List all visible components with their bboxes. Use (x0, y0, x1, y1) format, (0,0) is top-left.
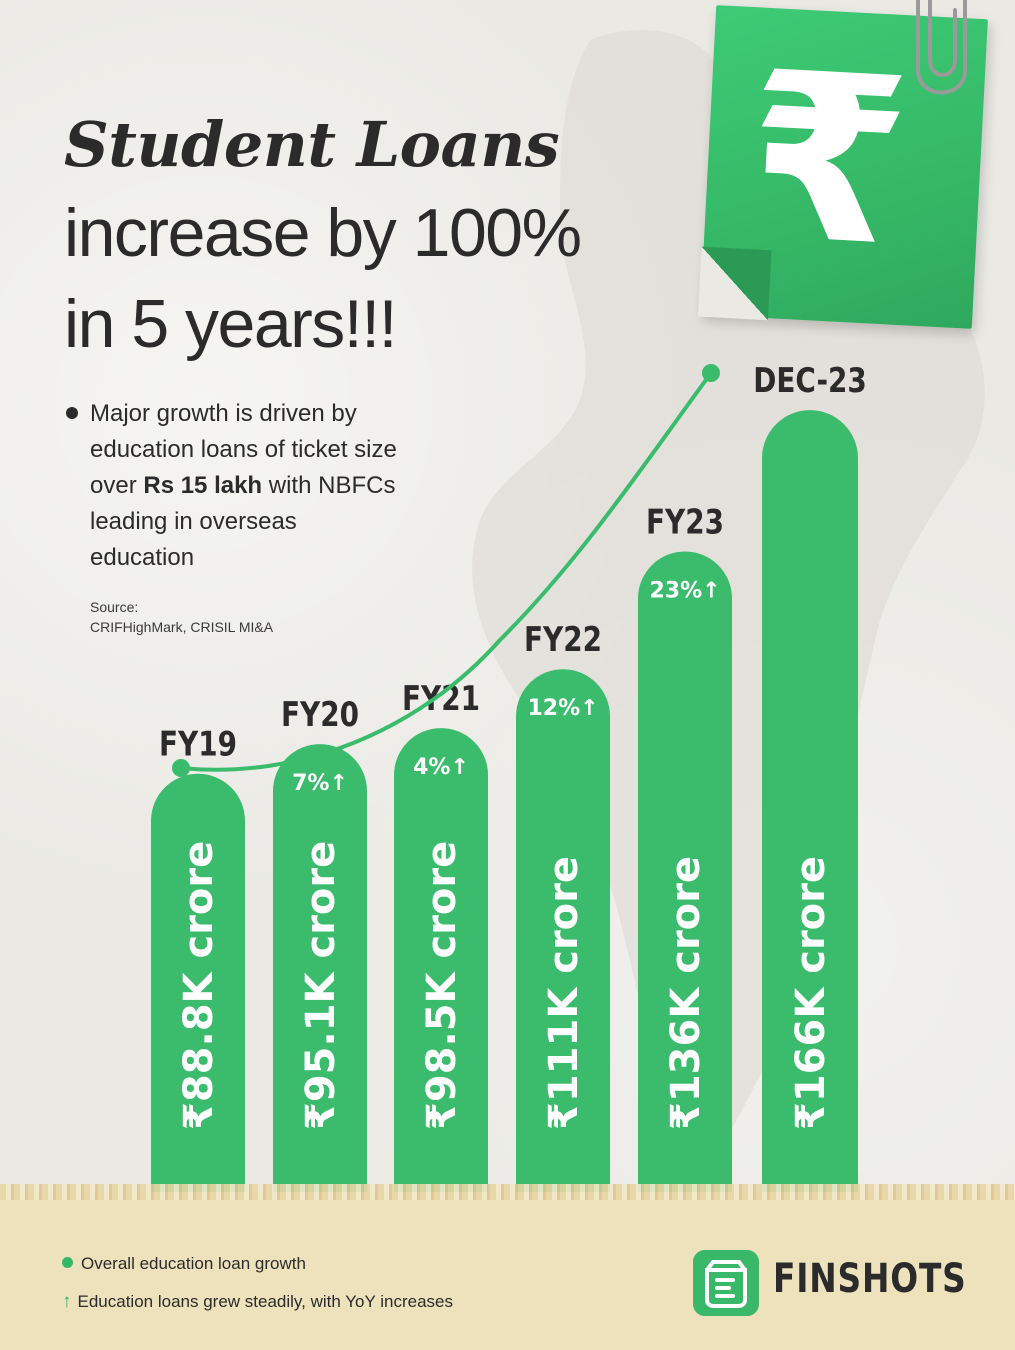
category-label: FY23 (646, 503, 724, 542)
category-label: FY22 (524, 621, 602, 660)
title-line-2: increase by 100% (64, 195, 582, 271)
value-label: ₹95.1K crore (298, 841, 344, 1130)
category-label: FY20 (281, 695, 359, 734)
trend-line-endpoint (702, 364, 720, 382)
category-label: DEC-23 (753, 362, 867, 401)
value-label: ₹88.8K crore (176, 841, 222, 1130)
description-text-end: with NBFCs leading in overseas education (90, 472, 396, 571)
category-label: FY19 (159, 725, 237, 764)
bar-fy22 (516, 669, 610, 1192)
bar-fy21 (394, 728, 488, 1192)
bar-fy19 (151, 773, 245, 1192)
trend-line (179, 371, 713, 772)
title-line-1: Student Loans (64, 108, 560, 181)
source: Source: CRIFHighMark, CRISIL MI&A (90, 597, 273, 637)
legend-trend: Overall education loan growth (62, 1254, 306, 1274)
value-label: ₹136K crore (663, 856, 709, 1130)
yoy-label: 23%↑ (649, 578, 720, 603)
yoy-label: 12%↑ (527, 696, 598, 721)
yoy-label: 7%↑ (292, 771, 348, 796)
value-label: ₹111K crore (541, 856, 587, 1130)
value-label: ₹166K crore (788, 856, 834, 1130)
bar-dec-23 (762, 410, 858, 1193)
brand-name: FINSHOTS (773, 1256, 967, 1302)
bar-fy23 (638, 551, 732, 1192)
source-text: CRIFHighMark, CRISIL MI&A (90, 619, 274, 635)
title-line-3: in 5 years!!! (64, 286, 398, 362)
bar-fy20 (273, 744, 367, 1192)
description: Major growth is driven by education loan… (66, 396, 406, 576)
finshots-logo-icon (693, 1250, 759, 1316)
legend-trend-label: Overall education loan growth (81, 1254, 306, 1273)
source-label: Source: (90, 599, 139, 615)
legend-yoy: ↑ Education loans grew steadily, with YoY… (62, 1291, 453, 1313)
up-arrow-icon: ↑ (62, 1291, 72, 1312)
legend-dot-icon (62, 1257, 73, 1268)
trend-line-endpoint (172, 759, 190, 777)
bullet-dot (66, 407, 78, 419)
ground-strip (0, 1184, 1015, 1350)
yoy-label: 4%↑ (413, 755, 469, 780)
description-text-start: Major growth is driven by education loan… (90, 400, 397, 499)
description-bold: Rs 15 lakh (143, 472, 263, 499)
legend-yoy-label: Education loans grew steadily, with YoY … (77, 1292, 454, 1311)
grass-edge (0, 1184, 1015, 1200)
value-label: ₹98.5K crore (419, 841, 465, 1130)
